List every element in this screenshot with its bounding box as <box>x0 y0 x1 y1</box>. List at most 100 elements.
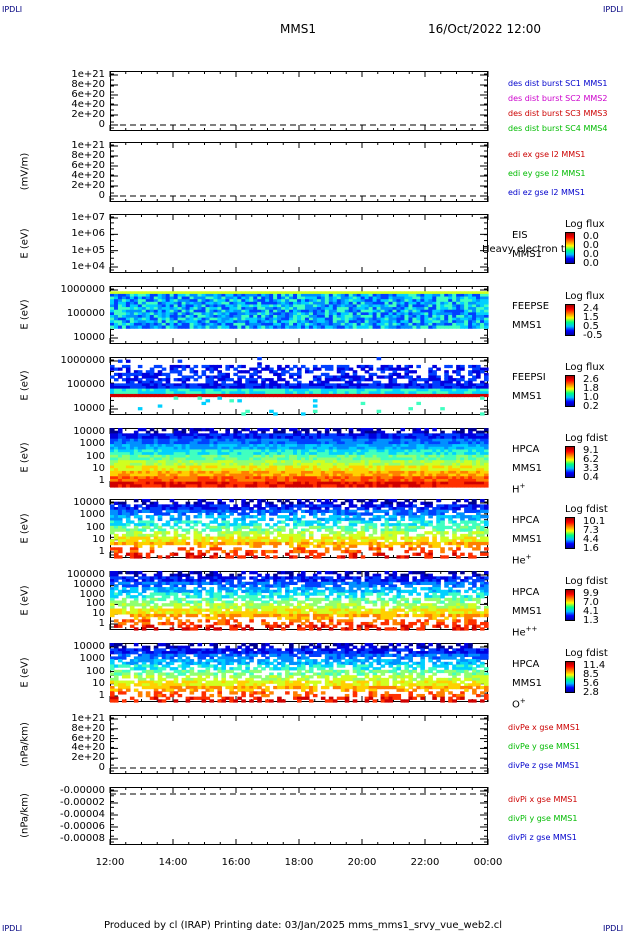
panel-4-spectrogram-cell <box>360 304 366 308</box>
panel-4-spectrogram-cell <box>193 325 199 329</box>
panel-5-spectrogram-cell <box>308 388 314 392</box>
panel-6-spectrogram-cell <box>125 452 131 456</box>
corner-label-bottom-right: IPDLI <box>603 924 624 933</box>
panel-4-spectrogram-cell <box>157 291 163 295</box>
panel-6-spectrogram-cell <box>205 476 211 480</box>
panel-6-spectrogram-cell <box>416 430 421 434</box>
panel-6-spectrogram-cell <box>352 444 358 448</box>
panel-6-spectrogram-cell <box>468 454 473 459</box>
panel-6-spectrogram-cell <box>364 452 370 456</box>
panel-6-side-label: HPCA <box>512 443 540 455</box>
panel-5-spectrogram-cell <box>352 383 358 387</box>
panel-4-spectrogram-cell <box>332 304 338 308</box>
panel-5-spectrogram-cell <box>364 370 370 374</box>
panel-6-spectrogram-cell <box>452 449 457 453</box>
panel-6-spectrogram-cell <box>237 476 242 480</box>
panel-6-spectrogram-cell <box>281 462 286 467</box>
panel-4-spectrogram-cell <box>416 307 421 311</box>
panel-5-spectrogram-cell <box>233 388 238 392</box>
panel-4-spectrogram-cell <box>352 325 358 329</box>
panel-4-spectrogram-cell <box>245 296 250 300</box>
panel-4-spectrogram-cell <box>340 320 346 324</box>
panel-6-spectrogram-cell <box>396 430 402 434</box>
panel-5-spectrogram-cell <box>233 383 238 387</box>
panel-6-spectrogram-cell <box>121 446 127 451</box>
panel-6-spectrogram-cell <box>113 465 119 469</box>
panel-6-spectrogram-cell <box>141 452 147 456</box>
panel-4-spectrogram-cell <box>149 301 155 306</box>
panel-6-spectrogram-cell <box>416 462 421 467</box>
panel-5-spectrogram-cell <box>392 380 398 384</box>
panel-4-spectrogram-cell <box>368 312 374 316</box>
panel-6-spectrogram-cell <box>141 460 147 464</box>
panel-5-spectrogram-cell <box>125 359 131 363</box>
panel-5-spectrogram-cell <box>332 393 338 398</box>
panel-4-spectrogram-cell <box>137 322 143 327</box>
panel-6-spectrogram-cell <box>161 462 167 467</box>
panel-6-spectrogram-cell <box>368 430 374 434</box>
panel-6-spectrogram-cell <box>141 457 147 461</box>
panel-6-spectrogram-cell <box>273 468 278 472</box>
panel-6-spectrogram-cell <box>261 484 266 488</box>
panel-6-spectrogram-cell <box>237 452 242 456</box>
panel-6-spectrogram-cell <box>121 476 127 480</box>
panel-6-spectrogram-cell <box>348 441 354 445</box>
panel-4-spectrogram-cell <box>241 322 246 327</box>
panel-4-spectrogram-cell <box>165 325 171 329</box>
panel-6-spectrogram-cell <box>352 478 358 483</box>
panel-6-spectrogram-cell <box>265 460 270 464</box>
panel-5-spectrogram-cell <box>340 367 346 371</box>
panel-6-spectrogram-cell <box>328 444 334 448</box>
panel-6-spectrogram-cell <box>480 441 485 445</box>
panel-5-spectrogram-cell <box>133 372 139 377</box>
panel-5-spectrogram-cell <box>221 378 226 382</box>
panel-6-spectrogram-cell <box>388 444 394 448</box>
panel-4-spectrogram-cell <box>217 325 223 329</box>
panel-4-spectrogram-cell <box>332 325 338 329</box>
panel-6-spectrogram-cell <box>153 478 159 483</box>
panel-6-spectrogram-cell <box>197 454 203 459</box>
panel-6-spectrogram-cell <box>225 468 230 472</box>
panel-6-spectrogram-cell <box>392 465 398 469</box>
panel-6-spectrogram-cell <box>340 476 346 480</box>
panel-7-spectrogram-cell <box>121 512 127 516</box>
panel-6-spectrogram-cell <box>404 444 410 448</box>
panel-4-spectrogram-cell <box>225 315 230 319</box>
panel-6-spectrogram-cell <box>137 473 143 477</box>
panel-6-spectrogram-cell <box>265 470 270 475</box>
panel-6-spectrogram-cell <box>241 441 246 445</box>
panel-6-spectrogram-cell <box>360 470 366 475</box>
panel-7-spectrogram-cell <box>145 536 151 540</box>
panel-4-spectrogram-cell <box>332 291 338 295</box>
panel-5-spectrogram-cell <box>165 375 171 379</box>
panel-6-spectrogram-cell <box>241 460 246 464</box>
panel-5-spectrogram-cell <box>368 372 374 377</box>
panel-4-spectrogram-cell <box>404 320 410 324</box>
panel-4-spectrogram-cell <box>460 304 465 308</box>
panel-6-spectrogram-cell <box>173 462 179 467</box>
panel-4-spectrogram-cell <box>281 301 286 306</box>
panel-4-spectrogram-cell <box>153 320 159 324</box>
panel-4-spectrogram-cell <box>316 315 322 319</box>
panel-6-spectrogram-cell <box>229 476 234 480</box>
panel-6-spectrogram-cell <box>125 441 131 445</box>
panel-6-spectrogram-cell <box>273 454 278 459</box>
panel-5-spectrogram-cell <box>161 388 167 392</box>
panel-4-spectrogram-cell <box>388 309 394 313</box>
panel-5-spectrogram-cell <box>265 386 270 390</box>
panel-4-spectrogram-cell <box>376 293 382 298</box>
panel-6-spectrogram-cell <box>269 457 274 461</box>
panel-4-spectrogram-cell <box>416 320 421 324</box>
panel-6-spectrogram-cell <box>464 462 469 467</box>
panel-4-spectrogram-cell <box>261 299 266 303</box>
panel-5-spectrogram-cell <box>320 364 326 369</box>
panel-4-spectrogram-cell <box>396 320 402 324</box>
panel-4-spectrogram-cell <box>141 304 147 308</box>
panel-4-spectrogram-cell <box>121 307 127 311</box>
panel-6-spectrogram-cell <box>372 438 378 443</box>
panel-4-spectrogram-cell <box>253 317 258 321</box>
panel-5-spectrogram-cell <box>448 388 453 392</box>
panel-6-spectrogram-cell <box>137 454 143 459</box>
panel-5-spectrogram-cell <box>368 393 374 398</box>
panel-6-spectrogram-cell <box>480 449 485 453</box>
